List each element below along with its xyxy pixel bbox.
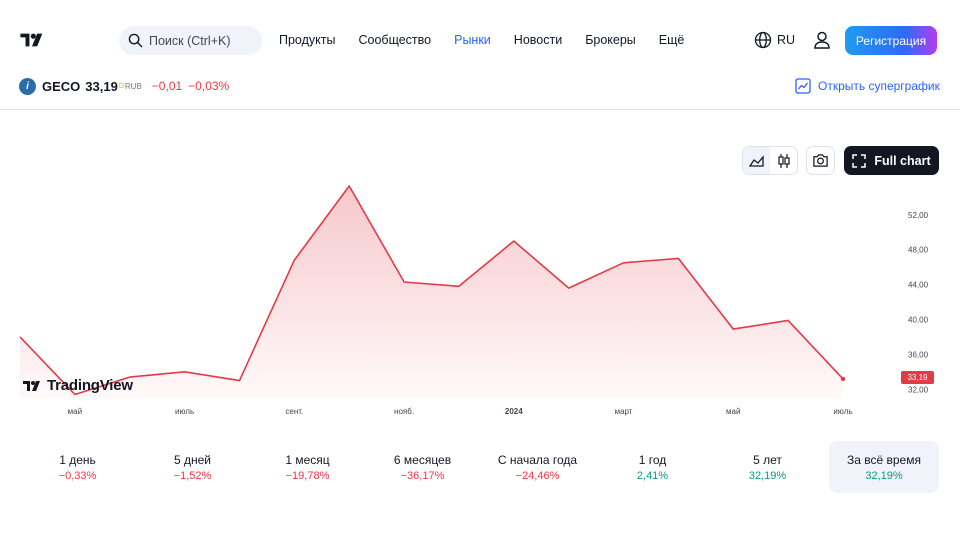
search-icon xyxy=(128,33,143,48)
price-area-fill xyxy=(20,186,843,398)
language-label: RU xyxy=(777,33,796,47)
price-chart[interactable]: 32,00 36,00 40,00 44,00 48,00 52,00 май июль се… xyxy=(0,180,960,430)
period-change: 32,19% xyxy=(865,469,903,482)
period-label: 1 день xyxy=(59,452,96,467)
x-tick-label: май xyxy=(68,407,82,416)
x-tick-label: июль xyxy=(175,407,194,416)
symbol-price: 33,19 xyxy=(85,78,118,94)
period-6-months[interactable]: 6 месяцев −36,17% xyxy=(365,441,480,493)
globe-icon xyxy=(754,31,772,49)
symbol-logo: i xyxy=(19,77,36,95)
snapshot-button[interactable] xyxy=(806,146,835,175)
nav-item-news[interactable]: Новости xyxy=(513,33,563,47)
user-icon[interactable] xyxy=(812,30,832,50)
period-label: 1 год xyxy=(638,452,667,467)
x-tick-label: июль xyxy=(833,407,852,416)
period-5-days[interactable]: 5 дней −1,52% xyxy=(135,441,250,493)
period-change: −36,17% xyxy=(400,469,445,482)
open-supergraph-link[interactable]: Открыть суперграфик xyxy=(795,78,940,94)
period-label: 1 месяц xyxy=(285,452,330,467)
x-tick-label: нояб. xyxy=(394,407,414,416)
search-input[interactable]: Поиск (Ctrl+K) xyxy=(119,26,262,55)
tradingview-watermark: TradingView xyxy=(21,377,133,394)
period-change: −0,33% xyxy=(58,469,97,482)
y-tick-label: 52,00 xyxy=(908,211,929,220)
tradingview-logo-icon xyxy=(23,380,40,391)
last-price-point xyxy=(840,376,846,382)
nav-item-community[interactable]: Сообщество xyxy=(358,33,432,47)
fullscreen-icon xyxy=(852,153,867,168)
period-change: −19,78% xyxy=(285,469,330,482)
nav-item-more[interactable]: Ещё xyxy=(658,33,685,47)
period-change: 2,41% xyxy=(636,469,669,482)
period-1-year[interactable]: 1 год 2,41% xyxy=(595,441,710,493)
period-label: 6 месяцев xyxy=(393,452,452,467)
tradingview-logo-icon[interactable] xyxy=(18,31,46,49)
x-tick-label: сент. xyxy=(285,407,303,416)
period-change: 32,19% xyxy=(748,469,787,482)
y-tick-label: 36,00 xyxy=(908,350,929,359)
period-change: −1,52% xyxy=(173,469,212,482)
header-divider xyxy=(0,109,960,110)
nav-item-products[interactable]: Продукты xyxy=(279,33,336,47)
register-button[interactable]: Регистрация xyxy=(845,26,937,55)
candlestick-icon xyxy=(777,153,790,168)
full-chart-label: Full chart xyxy=(874,153,931,168)
period-all-time[interactable]: За всё время 32,19% xyxy=(829,441,939,493)
nav-item-brokers[interactable]: Брокеры xyxy=(585,33,636,47)
period-label: 5 дней xyxy=(173,452,211,467)
period-label: За всё время xyxy=(847,452,921,467)
period-selector: 1 день −0,33% 5 дней −1,52% 1 месяц −19,… xyxy=(20,441,940,493)
change-absolute: −0,01 xyxy=(151,79,183,93)
area-chart-icon xyxy=(748,154,764,167)
y-tick-label: 48,00 xyxy=(908,246,929,255)
period-change: −24,46% xyxy=(515,469,560,482)
x-tick-label: март xyxy=(615,407,633,416)
language-selector[interactable]: RU xyxy=(754,31,795,49)
period-ytd[interactable]: С начала года −24,46% xyxy=(480,441,595,493)
chart-type-toggle xyxy=(742,146,798,175)
area-chart-button[interactable] xyxy=(743,147,770,174)
supergraph-label: Открыть суперграфик xyxy=(818,79,940,93)
y-tick-label: 32,00 xyxy=(908,385,929,394)
y-tick-label: 44,00 xyxy=(908,281,929,290)
period-1-month[interactable]: 1 месяц −19,78% xyxy=(250,441,365,493)
change-percent: −0,03% xyxy=(188,79,230,93)
candles-chart-button[interactable] xyxy=(770,147,797,174)
period-label: С начала года xyxy=(497,452,578,467)
price-line xyxy=(19,185,844,396)
x-tick-label: 2024 xyxy=(505,407,523,416)
top-navigation-bar: Поиск (Ctrl+K) Продукты Сообщество Рынки… xyxy=(0,0,960,80)
camera-icon xyxy=(813,154,828,167)
price-marker: D xyxy=(118,82,124,90)
symbol-name[interactable]: GECO xyxy=(42,78,81,94)
full-chart-button[interactable]: Full chart xyxy=(844,146,939,175)
nav-item-markets[interactable]: Рынки xyxy=(454,33,491,47)
period-label: 5 лет xyxy=(753,452,782,467)
watermark-text: TradingView xyxy=(47,377,133,394)
y-tick-label: 40,00 xyxy=(908,315,929,324)
chart-line-icon xyxy=(795,78,811,94)
currency-label: RUB xyxy=(124,81,142,91)
period-5-years[interactable]: 5 лет 32,19% xyxy=(710,441,825,493)
x-tick-label: май xyxy=(726,407,740,416)
period-1-day[interactable]: 1 день −0,33% xyxy=(20,441,135,493)
main-nav: Продукты Сообщество Рынки Новости Брокер… xyxy=(279,33,707,47)
symbol-header: i GECO 33,19 D RUB −0,01 −0,03% xyxy=(19,77,235,95)
search-placeholder: Поиск (Ctrl+K) xyxy=(149,33,231,48)
last-price-label: 33,19 xyxy=(901,371,934,384)
